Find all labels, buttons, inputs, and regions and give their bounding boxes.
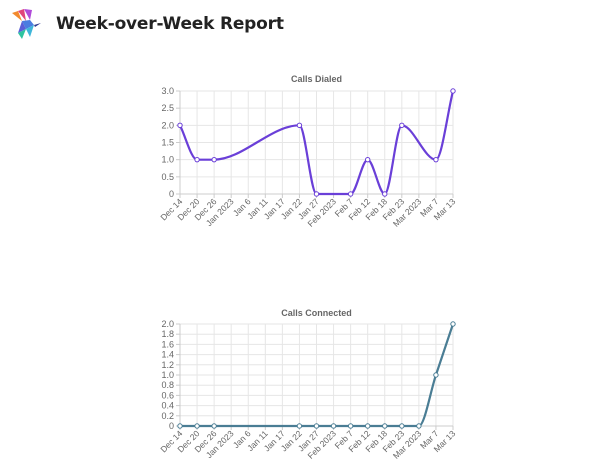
y-tick-label: 2.0 <box>161 319 174 329</box>
calls-dialed-data-point <box>364 156 371 163</box>
y-tick-label: 1.2 <box>161 360 174 370</box>
y-tick-label: 1.8 <box>161 329 174 339</box>
calls-dialed-data-point <box>433 156 439 163</box>
calls-connected-data-point <box>177 423 183 429</box>
y-tick-label: 0.6 <box>161 390 174 400</box>
calls-dialed-data-point <box>177 122 183 129</box>
y-tick-label: 3.0 <box>161 86 174 96</box>
y-tick-label: 0 <box>169 189 174 199</box>
calls-connected-data-point <box>364 423 371 429</box>
calls-dialed-data-point <box>211 156 217 163</box>
calls-dialed-chart: Calls Dialed 0 0.5 1.0 1.5 2.0 2.5 3.0 Dec 14 Dec… <box>150 66 470 242</box>
calls-connected-data-point <box>330 423 337 429</box>
hummingbird-icon <box>12 9 41 39</box>
calls-dialed-data-point <box>450 88 456 94</box>
calls-connected-data-point <box>433 372 439 378</box>
report-header: Week-over-Week Report <box>8 6 284 42</box>
calls-dialed-data-point <box>296 122 303 129</box>
calls-connected-data-point <box>296 423 303 429</box>
y-tick-label: 0.4 <box>161 401 174 411</box>
calls-connected-data-point <box>399 423 405 429</box>
y-tick-label: 1.0 <box>161 155 174 165</box>
calls-dialed-data-point <box>313 191 320 197</box>
calls-connected-data-point <box>382 423 388 429</box>
y-tick-label: 2.0 <box>161 120 174 130</box>
calls-dialed-data-point <box>194 156 200 163</box>
calls-dialed-data-point <box>399 122 405 129</box>
calls-connected-data-point <box>211 423 217 429</box>
y-tick-label: 0.8 <box>161 380 174 390</box>
y-tick-label: 0 <box>169 421 174 431</box>
calls-connected-data-point <box>416 423 422 429</box>
y-tick-label: 1.0 <box>161 370 174 380</box>
y-tick-label: 1.6 <box>161 339 174 349</box>
calls-connected-data-point <box>313 423 320 429</box>
y-tick-label: 1.5 <box>161 138 174 148</box>
y-tick-label: 1.4 <box>161 350 174 360</box>
y-tick-label: 0.5 <box>161 172 174 182</box>
page-title: Week-over-Week Report <box>56 14 284 34</box>
calls-connected-data-point <box>450 321 456 327</box>
calls-connected-data-point <box>194 423 200 429</box>
calls-connected-svg: Calls Connected 00.20.40.60.81.01.21.41.6… <box>158 308 457 461</box>
y-tick-label: 0.2 <box>161 411 174 421</box>
calls-connected-data-point <box>347 423 354 429</box>
calls-dialed-data-point <box>382 191 388 197</box>
calls-dialed-data-point <box>347 191 354 197</box>
chart-title: Calls Connected <box>281 308 352 318</box>
chart-title: Calls Dialed <box>291 74 342 84</box>
calls-connected-chart: Calls Connected 0 0.2 0.4 0.6 0.8 1.0 1.2 1.4 1.6… <box>150 300 470 464</box>
y-tick-label: 2.5 <box>161 103 174 113</box>
